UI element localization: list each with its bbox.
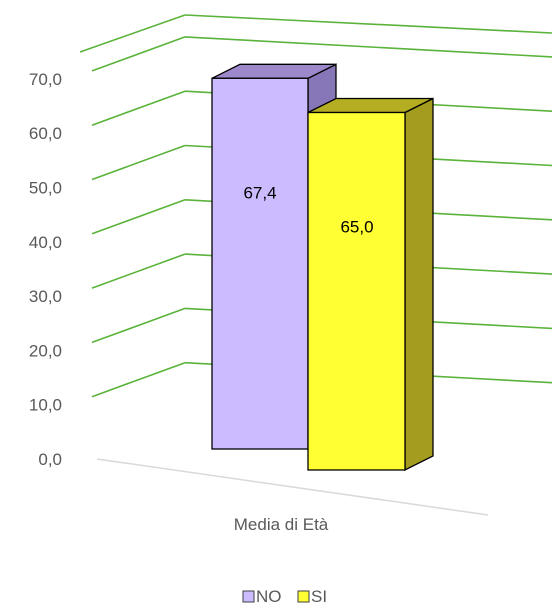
gridline-left xyxy=(91,307,186,344)
gridline-left xyxy=(91,36,186,72)
gridline-left xyxy=(91,361,186,398)
gridline-left xyxy=(91,90,186,126)
gridline-back xyxy=(184,36,552,58)
legend-swatch xyxy=(297,590,310,603)
y-tick-label: 10,0 xyxy=(29,396,62,415)
bar-side-face xyxy=(404,97,434,472)
y-tick-label: 60,0 xyxy=(29,124,62,143)
bars: 67,4 65,0 xyxy=(211,63,434,472)
y-tick-label: 50,0 xyxy=(29,179,62,198)
legend-label: SI xyxy=(311,587,327,606)
data-label: 67,4 xyxy=(243,183,276,202)
y-tick-label: 30,0 xyxy=(29,287,62,306)
category-label: Media di Età xyxy=(234,515,329,534)
gridline-top-left xyxy=(79,14,186,53)
y-tick-label: 70,0 xyxy=(29,70,62,89)
gridline-left xyxy=(91,253,186,289)
bar-front-face xyxy=(307,111,406,471)
bar-si: 65,0 xyxy=(307,97,434,472)
legend-swatch xyxy=(242,590,255,603)
gridline-top xyxy=(184,14,552,34)
y-tick-label: 40,0 xyxy=(29,233,62,252)
gridline-left xyxy=(91,144,186,181)
y-axis-ticks: 0,0 10,0 20,0 30,0 40,0 50,0 60,0 70,0 xyxy=(29,70,62,469)
gridline-left xyxy=(91,199,186,235)
y-tick-label: 20,0 xyxy=(29,341,62,360)
y-tick-label: 0,0 xyxy=(38,450,62,469)
legend: NO SI xyxy=(242,587,327,606)
bar-front-face xyxy=(211,77,309,450)
data-label: 65,0 xyxy=(340,218,373,237)
legend-label: NO xyxy=(256,587,282,606)
floor-line xyxy=(96,458,489,516)
